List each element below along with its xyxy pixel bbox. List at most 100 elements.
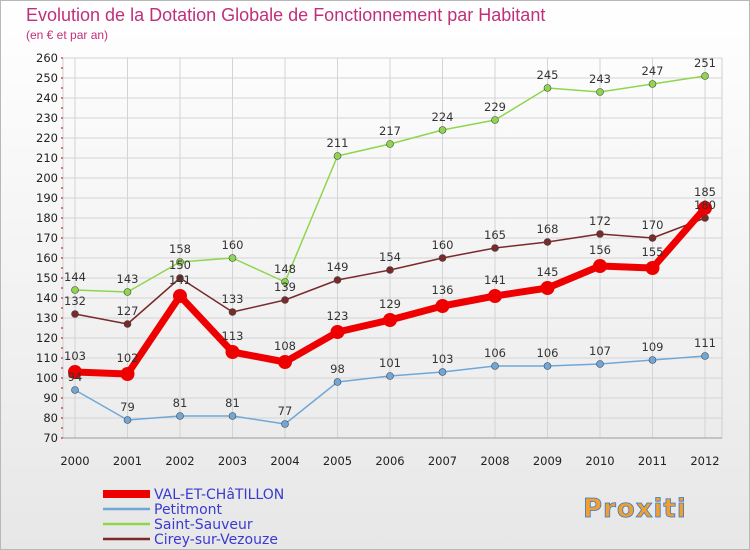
x-tick-label: 2004 (270, 454, 299, 468)
y-tick-label: 250 (36, 71, 58, 85)
data-label-val-et-ch-tillon: 156 (589, 243, 611, 257)
data-point-cirey-sur-vezouze (123, 320, 132, 328)
data-label-val-et-ch-tillon: 145 (537, 265, 559, 279)
legend: VAL-ET-CHâTILLONPetitmontSaint-SauveurCi… (103, 487, 284, 548)
data-point-cirey-sur-vezouze (228, 308, 237, 316)
data-label-val-et-ch-tillon: 102 (117, 351, 139, 365)
data-label-saint-sauveur: 160 (222, 238, 244, 252)
data-point-val-et-ch-tillon (278, 355, 292, 369)
y-tick-label: 200 (36, 171, 58, 185)
data-label-petitmont: 81 (225, 396, 240, 410)
y-tick-label: 70 (43, 431, 58, 445)
data-label-petitmont: 77 (278, 404, 293, 418)
legend-label: VAL-ET-CHâTILLON (154, 487, 284, 503)
data-point-petitmont (71, 386, 79, 394)
data-point-petitmont (701, 352, 709, 360)
data-point-val-et-ch-tillon (435, 299, 450, 313)
x-tick-label: 2011 (638, 454, 667, 468)
y-tick-label: 170 (36, 231, 58, 245)
y-tick-label: 180 (36, 211, 58, 225)
data-label-val-et-ch-tillon: 141 (484, 273, 506, 287)
data-point-val-et-ch-tillon (330, 325, 345, 339)
data-point-cirey-sur-vezouze (438, 254, 447, 262)
x-tick-label: 2006 (375, 454, 404, 468)
x-tick-label: 2007 (428, 454, 457, 468)
grid (62, 57, 723, 439)
data-point-val-et-ch-tillon (645, 261, 660, 275)
data-label-saint-sauveur: 217 (379, 124, 401, 138)
data-label-petitmont: 106 (484, 346, 506, 360)
data-point-val-et-ch-tillon (68, 365, 82, 379)
y-tick-label: 190 (36, 191, 58, 205)
data-label-cirey-sur-vezouze: 149 (327, 260, 349, 274)
data-point-cirey-sur-vezouze (543, 238, 552, 246)
y-tick-label: 100 (36, 371, 58, 385)
data-label-saint-sauveur: 224 (432, 110, 454, 124)
y-tick-label: 220 (36, 131, 58, 145)
x-tick-label: 2009 (533, 454, 562, 468)
proxiti-logo: Proxiti (583, 494, 687, 525)
data-point-val-et-ch-tillon (540, 281, 555, 295)
y-tick-label: 230 (36, 111, 58, 125)
data-label-cirey-sur-vezouze: 160 (432, 238, 454, 252)
data-point-petitmont (438, 368, 447, 376)
data-point-cirey-sur-vezouze (386, 266, 394, 274)
data-label-saint-sauveur: 211 (327, 136, 349, 150)
data-point-saint-sauveur (386, 140, 394, 148)
data-point-val-et-ch-tillon (225, 345, 240, 359)
data-label-petitmont: 109 (642, 340, 664, 354)
data-label-saint-sauveur: 143 (117, 272, 139, 286)
data-label-cirey-sur-vezouze: 139 (274, 280, 296, 294)
series (68, 72, 712, 428)
data-point-cirey-sur-vezouze (596, 230, 604, 238)
data-label-val-et-ch-tillon: 129 (379, 297, 401, 311)
data-point-cirey-sur-vezouze (648, 234, 657, 242)
data-point-saint-sauveur (596, 88, 604, 96)
data-point-cirey-sur-vezouze (71, 310, 79, 318)
data-label-cirey-sur-vezouze: 168 (537, 222, 559, 236)
axes: 7080901001101201301401501601701801902002… (36, 51, 722, 468)
data-point-petitmont (596, 360, 604, 368)
data-point-saint-sauveur (648, 80, 657, 88)
x-tick-label: 2012 (690, 454, 719, 468)
data-point-cirey-sur-vezouze (333, 276, 342, 284)
data-point-saint-sauveur (333, 152, 342, 160)
data-point-petitmont (491, 362, 499, 370)
data-point-petitmont (386, 372, 394, 380)
data-label-cirey-sur-vezouze: 133 (222, 292, 244, 306)
data-point-cirey-sur-vezouze (281, 296, 289, 304)
data-point-petitmont (176, 412, 184, 420)
data-label-petitmont: 79 (120, 400, 135, 414)
x-tick-label: 2005 (323, 454, 352, 468)
data-label-petitmont: 81 (173, 396, 188, 410)
data-point-val-et-ch-tillon (173, 289, 187, 303)
data-label-val-et-ch-tillon: 136 (432, 283, 454, 297)
x-tick-label: 2002 (165, 454, 194, 468)
y-tick-label: 210 (36, 151, 58, 165)
data-label-val-et-ch-tillon: 103 (64, 349, 86, 363)
data-label-saint-sauveur: 148 (274, 262, 296, 276)
x-tick-label: 2003 (218, 454, 247, 468)
x-tick-label: 2001 (113, 454, 142, 468)
data-label-petitmont: 101 (379, 356, 401, 370)
data-label-cirey-sur-vezouze: 180 (694, 198, 716, 212)
data-label-petitmont: 111 (694, 336, 716, 350)
data-point-petitmont (123, 416, 132, 424)
data-point-saint-sauveur (281, 278, 289, 286)
chart-title: Evolution de la Dotation Globale de Fonc… (26, 5, 545, 25)
y-tick-label: 80 (43, 411, 58, 425)
y-tick-label: 120 (36, 331, 58, 345)
data-label-saint-sauveur: 251 (694, 56, 716, 70)
y-tick-label: 130 (36, 311, 58, 325)
data-point-saint-sauveur (438, 126, 447, 134)
y-tick-label: 160 (36, 251, 58, 265)
data-point-saint-sauveur (543, 84, 552, 92)
data-point-val-et-ch-tillon (488, 289, 502, 303)
data-label-val-et-ch-tillon: 141 (169, 273, 191, 287)
data-label-val-et-ch-tillon: 123 (327, 309, 349, 323)
data-label-petitmont: 103 (432, 352, 454, 366)
data-point-cirey-sur-vezouze (491, 244, 499, 252)
data-point-saint-sauveur (701, 72, 709, 80)
